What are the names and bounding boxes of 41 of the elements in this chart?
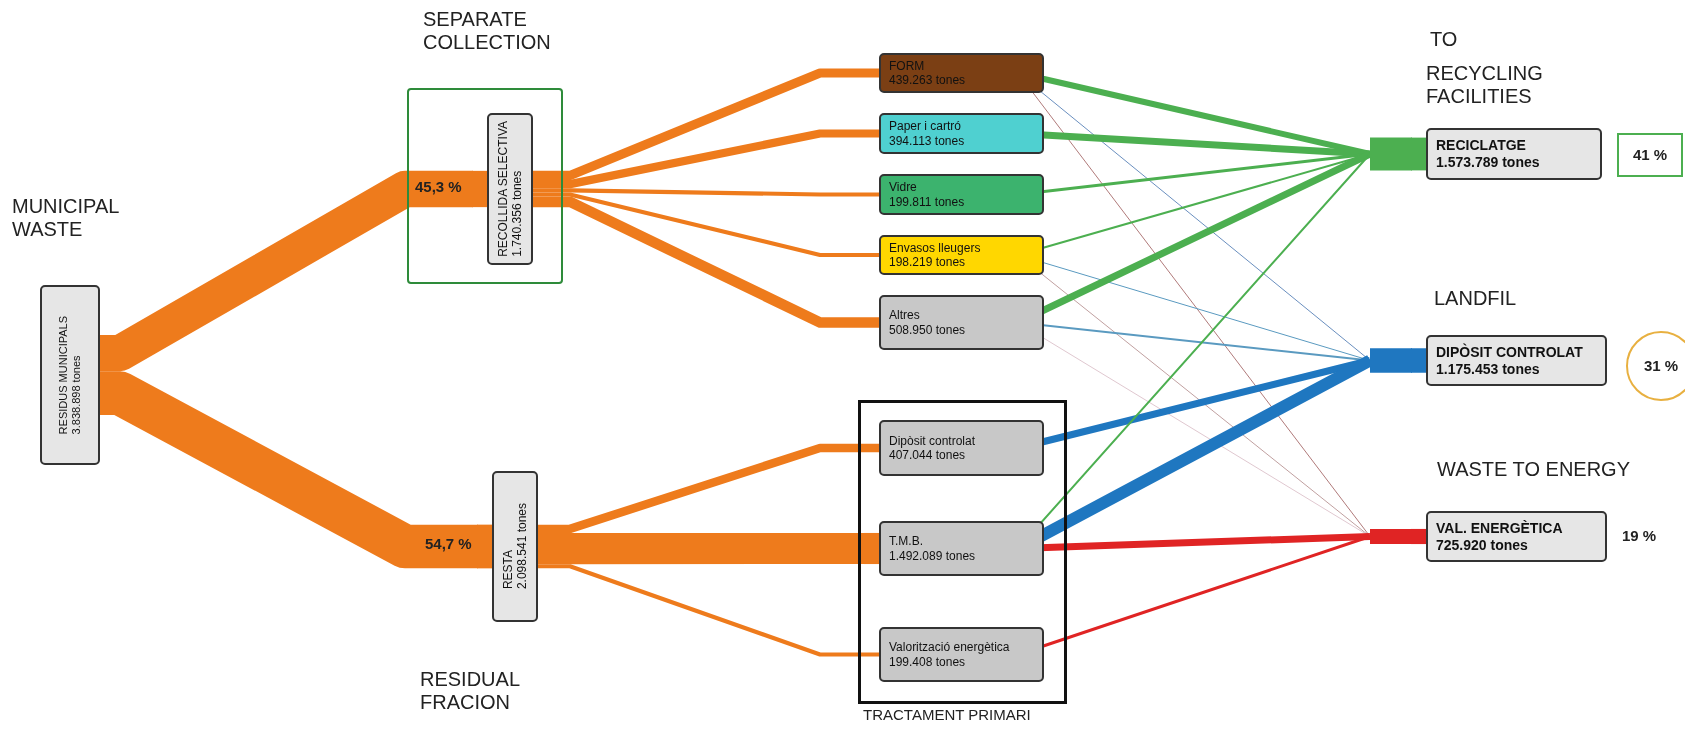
data-label: 407.044 tones	[889, 448, 966, 462]
text: SEPARATE COLLECTION	[423, 8, 551, 53]
data-label: 198.219 tones	[889, 255, 966, 269]
text: TO	[1430, 28, 1458, 50]
category-label: Altres	[889, 308, 920, 323]
data-label: 394.113 tones	[889, 133, 965, 148]
category-label: FORM	[889, 58, 925, 73]
text: 54,7 %	[425, 535, 472, 552]
category-label: DIPÒSIT CONTROLAT	[1436, 343, 1583, 360]
text: 45,3 %	[415, 178, 462, 195]
text: MUNICIPAL WASTE	[12, 195, 119, 240]
text: RESIDUAL FRACION	[420, 668, 520, 713]
text: TRACTAMENT PRIMARI	[863, 706, 1031, 723]
text: LANDFIL	[1434, 287, 1517, 309]
data-label: 199.408 tones	[889, 654, 966, 669]
text: RECYCLING FACILITIES	[1426, 62, 1543, 107]
category-label: Envasos lleugers	[889, 240, 981, 255]
data-label: 199.811 tones	[889, 194, 965, 209]
category-label: RECOLLIDA SELECTIVA	[495, 121, 510, 257]
category-label: Vidre	[889, 180, 917, 195]
category-label: RESTA	[500, 550, 515, 590]
text: 31 %	[1643, 357, 1679, 375]
category-label: VAL. ENERGÈTICA	[1436, 519, 1563, 536]
category-label: RECICLATGE	[1436, 137, 1526, 154]
text: 19 %	[1622, 527, 1657, 544]
data-label: 1.492.089 tones	[889, 548, 976, 563]
category-label: Dipòsit controlat	[889, 433, 976, 448]
category-label: RESIDUS MUNICIPALS	[56, 315, 69, 435]
data-label: 3.838.898 tones	[70, 355, 82, 435]
data-label: 508.950 tones	[889, 322, 966, 337]
data-label: 2.098.541 tones	[515, 503, 529, 590]
category-label: Valorització energètica	[889, 640, 1010, 655]
data-label: 1.175.453 tones	[1436, 360, 1540, 377]
text: 41 %	[1632, 146, 1668, 164]
category-label: Paper i cartró	[889, 119, 962, 134]
data-label: 725.920 tones	[1436, 536, 1528, 553]
category-label: T.M.B.	[889, 534, 924, 549]
text: WASTE TO ENERGY	[1437, 458, 1630, 480]
data-label: 439.263 tones	[889, 73, 966, 87]
data-label: 1.573.789 tones	[1436, 154, 1540, 170]
data-label: 1.740.356 tones	[510, 170, 524, 257]
